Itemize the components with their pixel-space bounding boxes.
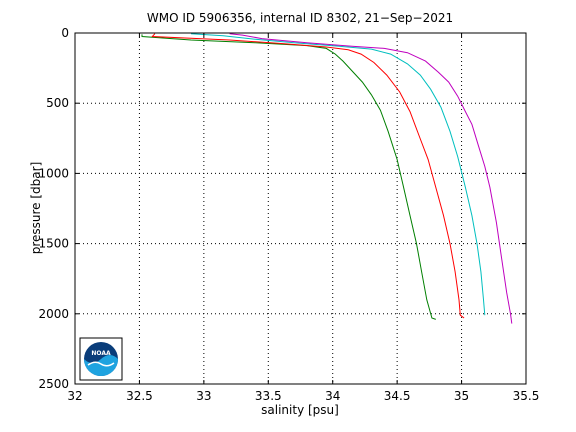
noaa-logo: NOAA [79,337,123,381]
grid [75,33,526,384]
y-tick-label: 1000 [38,166,69,180]
x-tick-label: 35.5 [513,389,540,403]
y-tick-label: 2500 [38,377,69,391]
x-tick-label: 33 [196,389,211,403]
plot-background [75,33,526,384]
x-axis-label: salinity [psu] [261,403,339,417]
chart-title: WMO ID 5906356, internal ID 8302, 21−Sep… [147,11,453,25]
ticks [74,32,527,385]
series-line-1 [141,34,436,320]
x-tick-label: 35 [454,389,469,403]
series-line-4 [229,33,513,324]
tick-labels: 32 32.5 33 33.5 34 34.5 35 35.5 0 500 1000 1500 2000… [38,26,539,403]
y-tick-label: 1500 [38,237,69,251]
y-tick-label: 0 [61,26,69,40]
y-axis-label: pressure [dbar] [29,162,43,255]
y-tick-label: 500 [46,96,69,110]
x-tick-label: 32.5 [126,389,153,403]
y-tick-label: 2000 [38,307,69,321]
series-group [141,33,513,324]
svg-text:NOAA: NOAA [91,350,111,357]
x-tick-label: 32 [67,389,82,403]
x-tick-label: 34 [325,389,340,403]
x-tick-label: 34.5 [384,389,411,403]
plot-frame [74,32,527,385]
x-tick-label: 33.5 [255,389,282,403]
series-line-2 [151,33,465,319]
series-line-3 [190,33,486,316]
